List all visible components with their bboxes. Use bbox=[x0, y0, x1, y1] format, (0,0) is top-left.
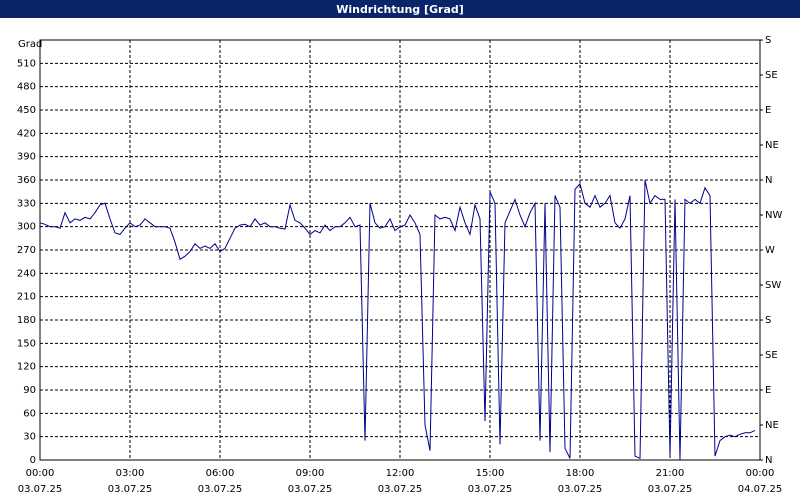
chart-title: Windrichtung [Grad] bbox=[336, 3, 464, 16]
y-tick-label: 300 bbox=[17, 222, 36, 233]
x-tick-label: 09:00 bbox=[296, 468, 325, 479]
y2-tick-label: W bbox=[765, 245, 775, 256]
x-tick-date: 03.07.25 bbox=[18, 484, 63, 495]
y-tick-label: 510 bbox=[17, 58, 36, 69]
x-tick-label: 21:00 bbox=[656, 468, 685, 479]
x-tick-label: 00:00 bbox=[746, 468, 775, 479]
y-tick-label: 480 bbox=[17, 82, 36, 93]
y-tick-label: 270 bbox=[17, 245, 36, 256]
x-tick-label: 15:00 bbox=[476, 468, 505, 479]
y-axis-label: Grad bbox=[18, 39, 42, 50]
x-tick-date: 03.07.25 bbox=[648, 484, 693, 495]
y-tick-label: 120 bbox=[17, 362, 36, 373]
y2-tick-label: NW bbox=[765, 210, 782, 221]
y2-tick-label: N bbox=[765, 455, 772, 466]
y2-tick-label: E bbox=[765, 105, 771, 116]
y-tick-label: 210 bbox=[17, 292, 36, 303]
y2-tick-label: NE bbox=[765, 420, 779, 431]
y-tick-label: 420 bbox=[17, 128, 36, 139]
y2-tick-label: N bbox=[765, 175, 772, 186]
x-tick-date: 03.07.25 bbox=[288, 484, 333, 495]
data-line bbox=[39, 179, 756, 461]
x-tick-date: 03.07.25 bbox=[198, 484, 243, 495]
y-tick-label: 240 bbox=[17, 268, 36, 279]
y-tick-label: 390 bbox=[17, 152, 36, 163]
y2-tick-label: S bbox=[765, 315, 771, 326]
y-tick-label: 150 bbox=[17, 338, 36, 349]
y-tick-label: 330 bbox=[17, 198, 36, 209]
y2-tick-label: NE bbox=[765, 140, 779, 151]
x-tick-label: 03:00 bbox=[116, 468, 145, 479]
x-tick-label: 00:00 bbox=[26, 468, 55, 479]
y-tick-label: 30 bbox=[23, 432, 36, 443]
x-tick-date: 03.07.25 bbox=[468, 484, 513, 495]
x-tick-date: 03.07.25 bbox=[378, 484, 423, 495]
y2-tick-label: E bbox=[765, 385, 771, 396]
title-bar bbox=[0, 0, 800, 18]
x-tick-label: 06:00 bbox=[206, 468, 235, 479]
y2-tick-label: SE bbox=[765, 70, 778, 81]
y-tick-label: 90 bbox=[23, 385, 36, 396]
y-tick-label: 60 bbox=[23, 408, 36, 419]
y-tick-label: 0 bbox=[30, 455, 36, 466]
x-tick-date: 03.07.25 bbox=[108, 484, 153, 495]
y-tick-label: 360 bbox=[17, 175, 36, 186]
y-tick-label: 450 bbox=[17, 105, 36, 116]
y2-tick-label: SW bbox=[765, 280, 781, 291]
y2-tick-label: SE bbox=[765, 350, 778, 361]
x-tick-label: 18:00 bbox=[566, 468, 595, 479]
x-tick-date: 03.07.25 bbox=[558, 484, 603, 495]
x-tick-date: 04.07.25 bbox=[738, 484, 783, 495]
x-tick-label: 12:00 bbox=[386, 468, 415, 479]
y-tick-label: 180 bbox=[17, 315, 36, 326]
y2-tick-label: S bbox=[765, 35, 771, 46]
